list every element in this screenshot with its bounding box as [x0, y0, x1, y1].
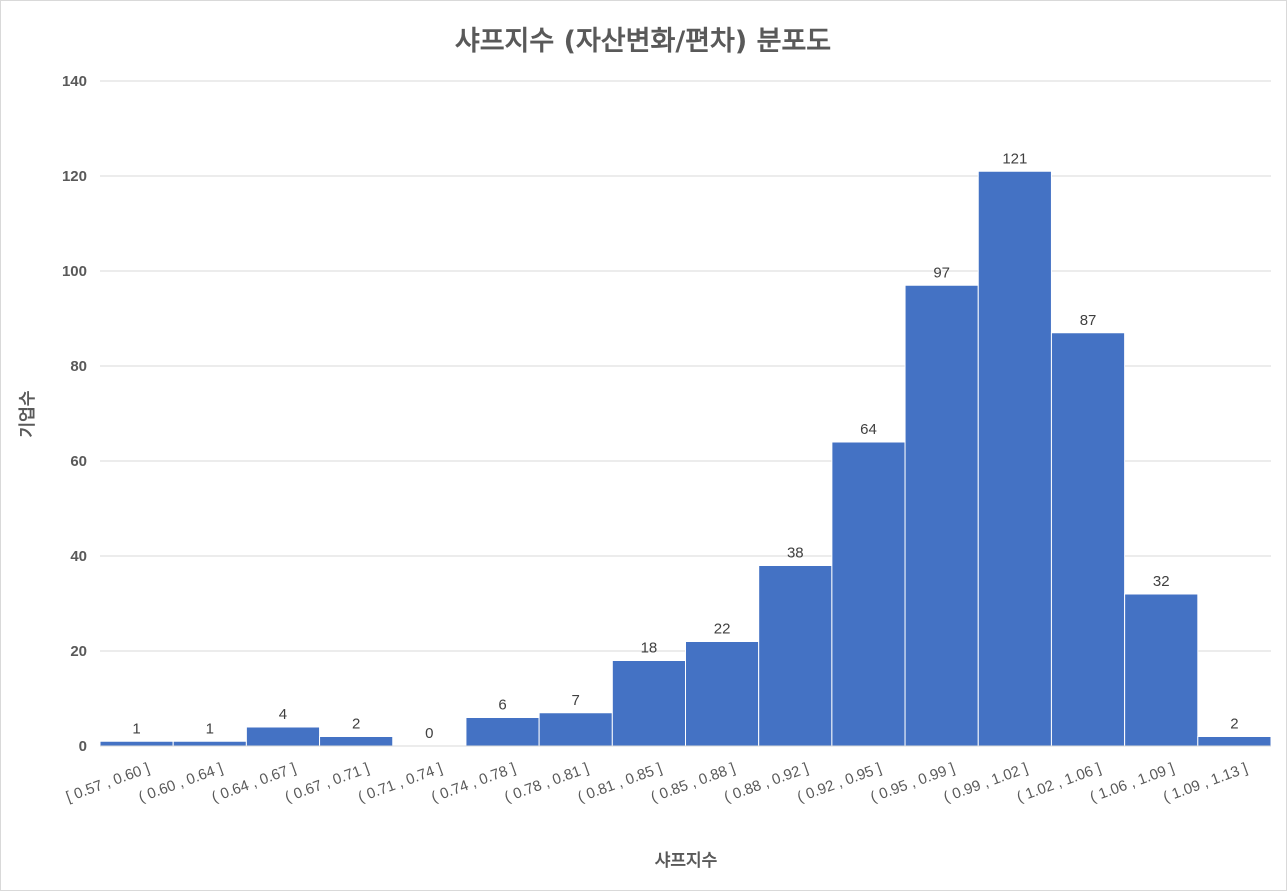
data-label: 6: [498, 697, 506, 714]
data-label: 7: [572, 692, 580, 709]
y-tick-label: 140: [62, 73, 87, 90]
bar: [245, 726, 321, 747]
data-label: 2: [1230, 716, 1238, 733]
data-label: 121: [1002, 150, 1027, 167]
bar: [977, 170, 1052, 747]
y-tick-label: 0: [79, 738, 87, 755]
data-label: 38: [787, 545, 804, 562]
data-label: 22: [714, 621, 731, 638]
y-axis-ticks: 0 20 40 60 80 100 120 140: [62, 73, 87, 755]
bar: [1124, 593, 1199, 747]
bar: [831, 441, 906, 747]
data-label: 0: [425, 725, 433, 742]
bar: [172, 740, 247, 747]
bars: [99, 170, 1272, 747]
y-tick-label: 20: [70, 643, 87, 660]
x-tick-label: ( 1.09 , 1.13 ]: [1161, 760, 1250, 806]
y-axis-label: 기업수: [18, 390, 38, 437]
data-labels: 1 1 4 2 0 6 7 18 22 38 64 97 121 87 32 2: [132, 150, 1238, 742]
y-tick-label: 40: [70, 548, 87, 565]
bar: [465, 717, 540, 747]
y-tick-label: 60: [70, 453, 87, 470]
data-label: 87: [1080, 312, 1097, 329]
bar: [1197, 736, 1272, 747]
bar: [319, 736, 394, 747]
y-tick-label: 100: [62, 263, 87, 280]
bar: [904, 284, 979, 747]
data-label: 1: [132, 720, 140, 737]
bar: [685, 641, 760, 747]
bar: [538, 712, 613, 747]
data-label: 2: [352, 716, 360, 733]
y-tick-label: 120: [62, 168, 87, 185]
bar: [99, 740, 174, 747]
data-label: 64: [860, 421, 877, 438]
data-label: 18: [641, 640, 658, 657]
data-label: 97: [933, 264, 950, 281]
x-axis-ticks: [ 0.57 , 0.60 ]( 0.60 , 0.64 ]( 0.64 , 0…: [64, 760, 1250, 806]
y-tick-label: 80: [70, 358, 87, 375]
bar: [758, 565, 833, 747]
x-axis-label: 샤프지수: [655, 851, 718, 871]
data-label: 32: [1153, 573, 1170, 590]
chart-title: 샤프지수 (자산변화/편차) 분포도: [455, 26, 831, 57]
data-label: 4: [279, 706, 287, 723]
data-label: 1: [206, 720, 214, 737]
bar: [611, 660, 686, 747]
bar: [1050, 332, 1126, 747]
